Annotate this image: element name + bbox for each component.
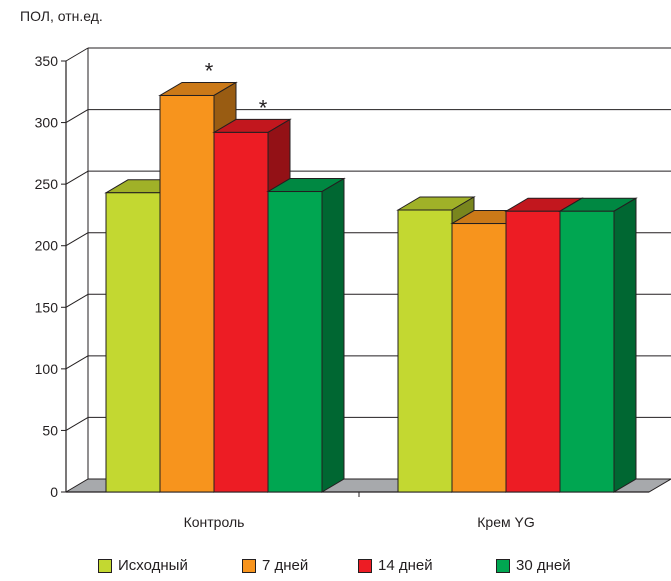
y-tick-label: 100 xyxy=(35,361,59,377)
legend-item-7-days: 7 дней xyxy=(242,557,308,574)
bar-cream-yg-series-0 xyxy=(397,209,453,493)
x-category-label-cream-yg: Крем YG xyxy=(477,514,535,530)
bar-cream-yg-series-1 xyxy=(451,223,507,493)
bar-control-series-3-side xyxy=(321,177,345,493)
legend-swatch-initial xyxy=(98,558,112,573)
bar-control-series-0 xyxy=(105,192,161,493)
bar-cream-yg-series-3 xyxy=(559,210,615,493)
gridline-side xyxy=(65,355,89,370)
gridline-side xyxy=(65,170,89,185)
y-axis-label: ПОЛ, отн.ед. xyxy=(20,8,103,24)
bar-cream-yg-series-2 xyxy=(505,210,561,493)
legend-label-7-days: 7 дней xyxy=(262,557,309,574)
gridline-side xyxy=(65,232,89,247)
legend-swatch-30-days xyxy=(496,558,510,573)
gridline-side xyxy=(65,109,89,124)
legend-item-14-days: 14 дней xyxy=(358,557,433,574)
y-tick-label: 250 xyxy=(35,176,59,192)
legend: Исходный 7 дней 14 дней 30 дней xyxy=(0,557,671,579)
legend-item-30-days: 30 дней xyxy=(496,557,571,574)
gridline-side xyxy=(65,293,89,308)
significance-asterisk: * xyxy=(205,58,214,83)
y-tick-label: 200 xyxy=(35,238,59,254)
significance-asterisk: * xyxy=(259,95,268,120)
legend-swatch-14-days xyxy=(358,558,372,573)
y-tick-label: 50 xyxy=(42,422,58,438)
legend-label-initial: Исходный xyxy=(118,557,188,574)
gridline-side xyxy=(65,47,89,62)
x-category-label-control: Контроль xyxy=(183,514,245,530)
legend-label-30-days: 30 дней xyxy=(516,557,571,574)
bar-control-series-1 xyxy=(159,94,215,493)
legend-item-initial: Исходный xyxy=(98,557,188,574)
bar-cream-yg-series-3-side xyxy=(613,197,637,493)
y-tick-label: 150 xyxy=(35,299,59,315)
y-tick-label: 0 xyxy=(50,484,58,500)
y-tick-label: 300 xyxy=(35,115,59,131)
legend-label-14-days: 14 дней xyxy=(378,557,433,574)
legend-swatch-7-days xyxy=(242,558,256,573)
bar-control-series-2 xyxy=(213,131,269,493)
bar-control-series-3 xyxy=(267,191,323,493)
y-tick-label: 350 xyxy=(35,53,59,69)
gridline-side xyxy=(65,416,89,431)
